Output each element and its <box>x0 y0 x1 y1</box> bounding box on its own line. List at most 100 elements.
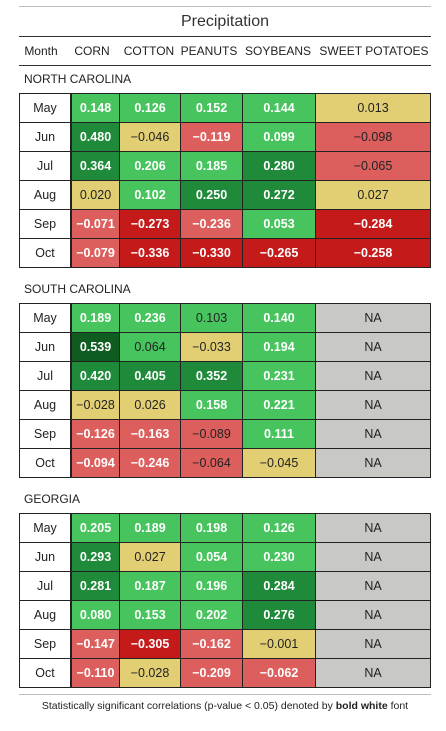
header-sweet-potatoes: SWEET POTATOES <box>319 44 429 58</box>
sweet-potatoes-value-cell: NA <box>315 448 431 478</box>
soybeans-value-cell: 0.144 <box>242 93 316 123</box>
table-row: Aug −0.028 0.026 0.158 0.221 NA <box>19 390 431 420</box>
sweet-potatoes-value-cell: NA <box>315 571 431 601</box>
sweet-potatoes-value-cell: −0.284 <box>315 209 431 239</box>
soybeans-value-cell: 0.221 <box>242 390 316 420</box>
month-cell: Sep <box>19 209 71 239</box>
column-header-row: Month CORN COTTON PEANUTS SOYBEANS SWEET… <box>19 36 431 66</box>
month-cell: May <box>19 93 71 123</box>
cotton-value-cell: 0.405 <box>119 361 181 391</box>
section-title: SOUTH CAROLINA <box>24 282 131 296</box>
peanuts-value-cell: −0.236 <box>180 209 243 239</box>
footnote-bold: bold white <box>335 700 388 712</box>
peanuts-value-cell: 0.352 <box>180 361 243 391</box>
corn-value-cell: −0.071 <box>71 209 120 239</box>
header-month: Month <box>24 44 58 58</box>
cotton-value-cell: −0.273 <box>119 209 181 239</box>
footnote-suffix: font <box>387 700 409 712</box>
peanuts-value-cell: −0.089 <box>180 419 243 449</box>
corn-value-cell: 0.281 <box>71 571 120 601</box>
corn-value-cell: −0.028 <box>71 390 120 420</box>
month-cell: Aug <box>19 180 71 210</box>
table-row: Jul 0.420 0.405 0.352 0.231 NA <box>19 361 431 391</box>
month-cell: Jul <box>19 151 71 181</box>
cotton-value-cell: −0.336 <box>119 238 181 268</box>
soybeans-value-cell: 0.194 <box>242 332 316 362</box>
peanuts-value-cell: 0.103 <box>180 303 243 333</box>
peanuts-value-cell: 0.152 <box>180 93 243 123</box>
peanuts-value-cell: 0.158 <box>180 390 243 420</box>
cotton-value-cell: −0.046 <box>119 122 181 152</box>
peanuts-value-cell: 0.202 <box>180 600 243 630</box>
month-cell: Oct <box>19 238 71 268</box>
peanuts-value-cell: −0.033 <box>180 332 243 362</box>
table-row: Jul 0.364 0.206 0.185 0.280 −0.065 <box>19 151 431 181</box>
cotton-value-cell: 0.064 <box>119 332 181 362</box>
soybeans-value-cell: 0.280 <box>242 151 316 181</box>
soybeans-value-cell: −0.062 <box>242 658 316 688</box>
peanuts-value-cell: 0.054 <box>180 542 243 572</box>
soybeans-value-cell: 0.053 <box>242 209 316 239</box>
corn-value-cell: −0.147 <box>71 629 120 659</box>
corn-value-cell: 0.480 <box>71 122 120 152</box>
peanuts-value-cell: −0.330 <box>180 238 243 268</box>
sweet-potatoes-value-cell: NA <box>315 542 431 572</box>
soybeans-value-cell: 0.284 <box>242 571 316 601</box>
table-row: May 0.205 0.189 0.198 0.126 NA <box>19 513 431 543</box>
cotton-value-cell: −0.305 <box>119 629 181 659</box>
soybeans-value-cell: 0.140 <box>242 303 316 333</box>
sweet-potatoes-value-cell: NA <box>315 419 431 449</box>
cotton-value-cell: 0.206 <box>119 151 181 181</box>
section-title: GEORGIA <box>24 492 81 506</box>
table-row: Oct −0.094 −0.246 −0.064 −0.045 NA <box>19 448 431 478</box>
cotton-value-cell: 0.126 <box>119 93 181 123</box>
corn-value-cell: 0.205 <box>71 513 120 543</box>
sweet-potatoes-value-cell: NA <box>315 629 431 659</box>
soybeans-value-cell: 0.272 <box>242 180 316 210</box>
sweet-potatoes-value-cell: NA <box>315 513 431 543</box>
month-cell: Aug <box>19 600 71 630</box>
soybeans-value-cell: −0.001 <box>242 629 316 659</box>
footnote: Statistically significant correlations (… <box>19 694 431 717</box>
peanuts-value-cell: −0.064 <box>180 448 243 478</box>
header-peanuts: PEANUTS <box>180 44 238 58</box>
sweet-potatoes-value-cell: NA <box>315 303 431 333</box>
cotton-value-cell: 0.027 <box>119 542 181 572</box>
sweet-potatoes-value-cell: NA <box>315 332 431 362</box>
soybeans-value-cell: 0.099 <box>242 122 316 152</box>
sweet-potatoes-value-cell: NA <box>315 361 431 391</box>
peanuts-value-cell: 0.198 <box>180 513 243 543</box>
sweet-potatoes-value-cell: 0.027 <box>315 180 431 210</box>
sweet-potatoes-value-cell: NA <box>315 658 431 688</box>
peanuts-value-cell: 0.185 <box>180 151 243 181</box>
soybeans-value-cell: 0.230 <box>242 542 316 572</box>
table-row: Jun 0.480 −0.046 −0.119 0.099 −0.098 <box>19 122 431 152</box>
corn-value-cell: 0.539 <box>71 332 120 362</box>
sweet-potatoes-value-cell: NA <box>315 390 431 420</box>
table-row: Oct −0.110 −0.028 −0.209 −0.062 NA <box>19 658 431 688</box>
cotton-value-cell: 0.026 <box>119 390 181 420</box>
sweet-potatoes-value-cell: 0.013 <box>315 93 431 123</box>
month-cell: May <box>19 513 71 543</box>
month-cell: Aug <box>19 390 71 420</box>
header-soybeans: SOYBEANS <box>244 44 312 58</box>
sweet-potatoes-value-cell: NA <box>315 600 431 630</box>
month-cell: Jun <box>19 122 71 152</box>
peanuts-value-cell: −0.162 <box>180 629 243 659</box>
corn-value-cell: −0.110 <box>71 658 120 688</box>
peanuts-value-cell: 0.250 <box>180 180 243 210</box>
soybeans-value-cell: 0.231 <box>242 361 316 391</box>
soybeans-value-cell: −0.265 <box>242 238 316 268</box>
table-title: Precipitation <box>19 6 431 37</box>
month-cell: Jul <box>19 571 71 601</box>
soybeans-value-cell: 0.276 <box>242 600 316 630</box>
soybeans-value-cell: 0.111 <box>242 419 316 449</box>
cotton-value-cell: 0.102 <box>119 180 181 210</box>
footnote-text: Statistically significant correlations (… <box>41 700 336 712</box>
cotton-value-cell: −0.163 <box>119 419 181 449</box>
peanuts-value-cell: −0.209 <box>180 658 243 688</box>
month-cell: Sep <box>19 629 71 659</box>
month-cell: Oct <box>19 448 71 478</box>
corn-value-cell: −0.126 <box>71 419 120 449</box>
